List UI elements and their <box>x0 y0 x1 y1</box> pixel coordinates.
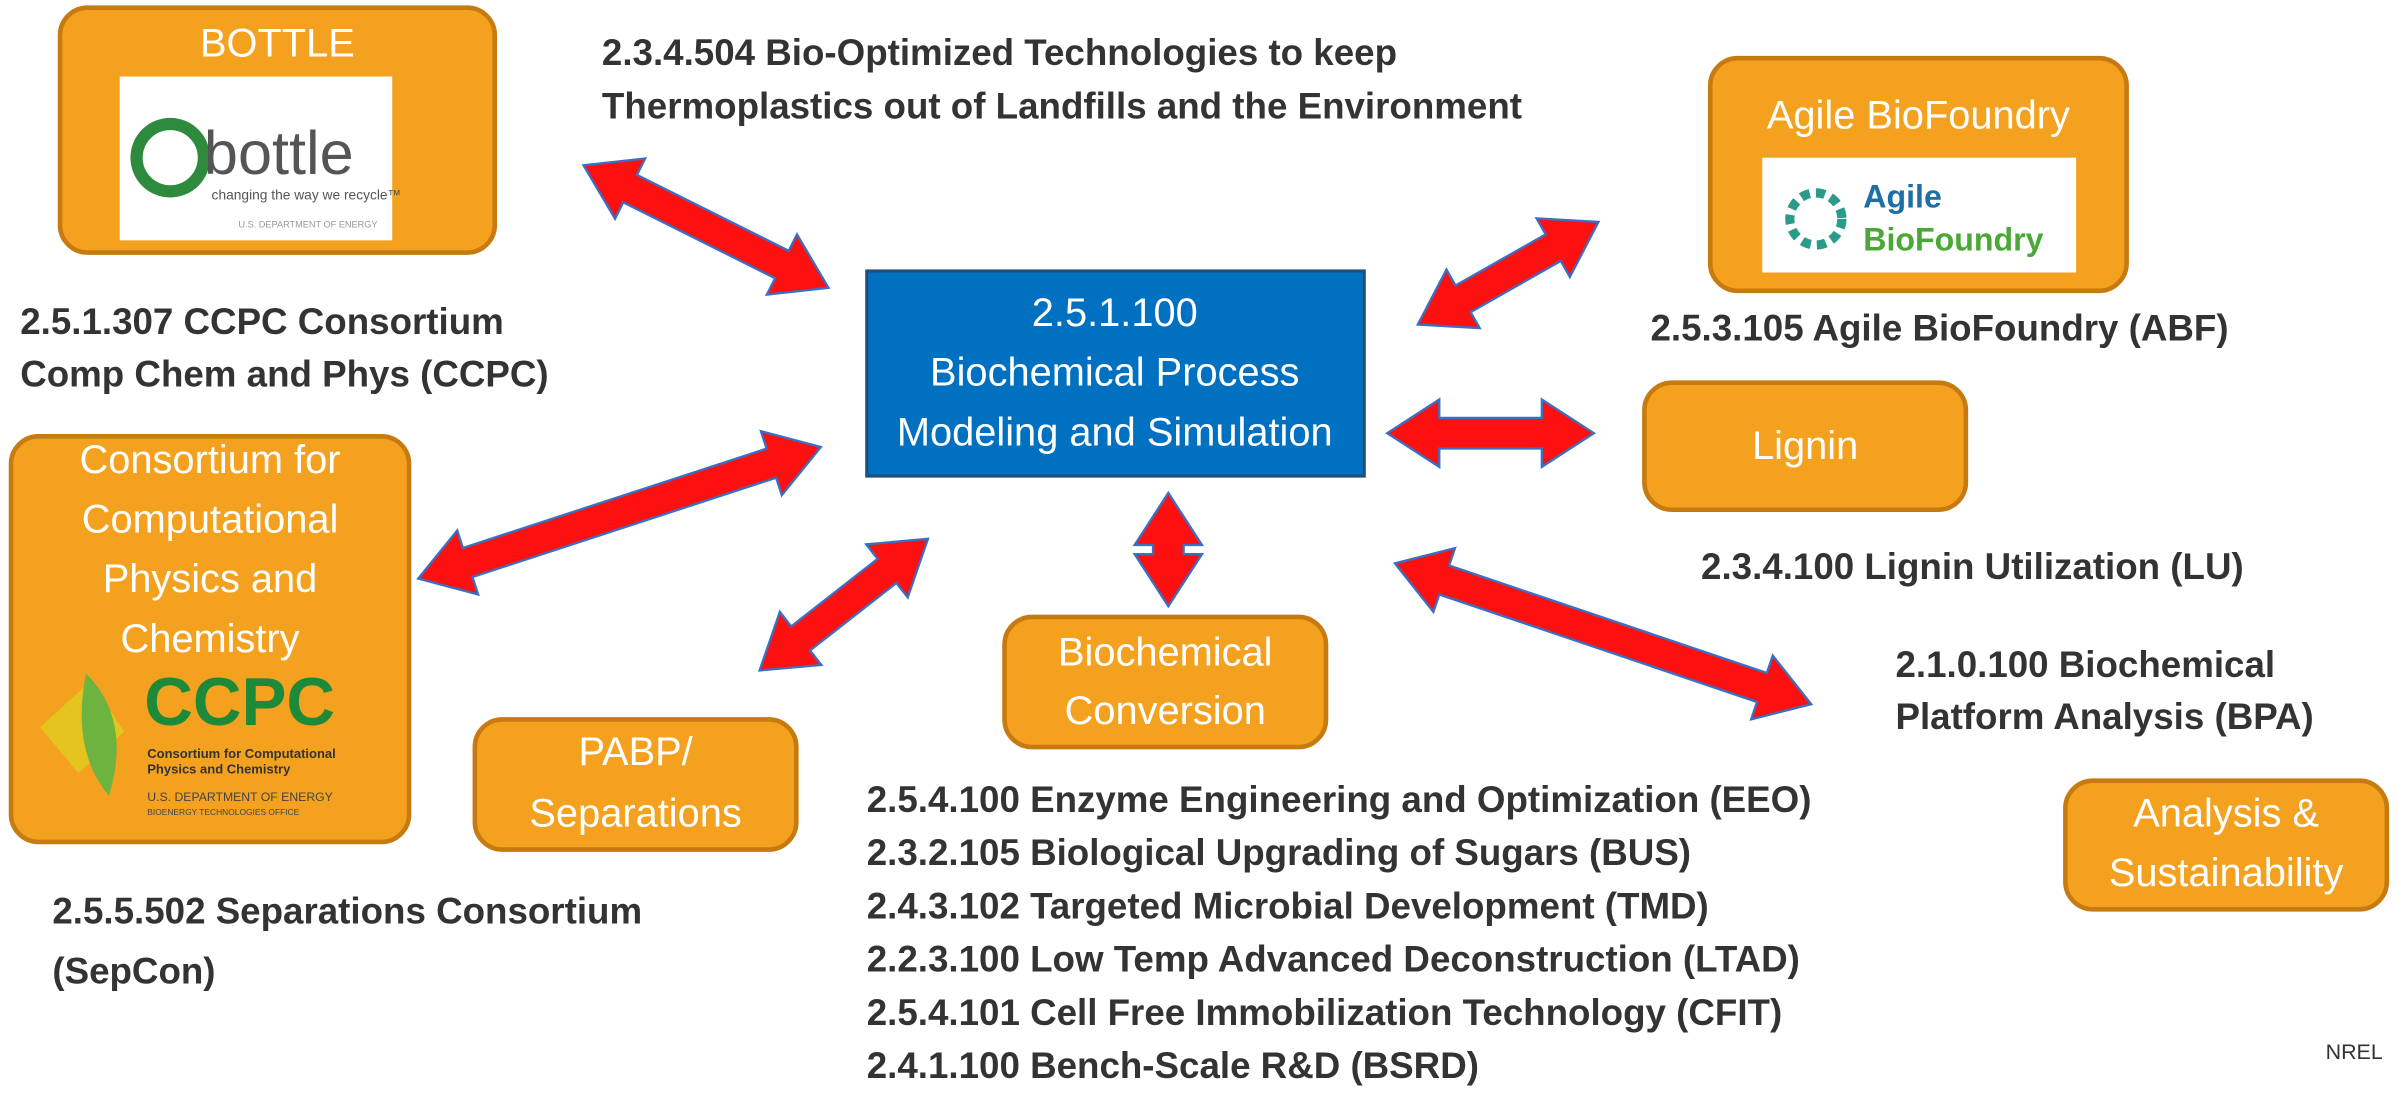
title-line: Thermoplastics out of Landfills and the … <box>602 85 1522 126</box>
logo-text: Agile <box>1863 178 1942 214</box>
node-caption: 2.3.4.100 Lignin Utilization (LU) <box>1701 546 2244 587</box>
double-arrow <box>1392 546 1814 722</box>
node-label: Conversion <box>1065 689 1266 733</box>
logo-doe: BIOENERGY TECHNOLOGIES OFFICE <box>147 807 299 817</box>
center-label: 2.5.1.100 <box>1032 291 1198 335</box>
node-caption: Comp Chem and Phys (CCPC) <box>20 353 548 394</box>
node-label: Computational <box>82 498 339 542</box>
logo-sub: Physics and Chemistry <box>147 761 291 776</box>
node-caption: Platform Analysis (BPA) <box>1895 696 2313 737</box>
node-label: Sustainability <box>2109 851 2344 895</box>
node-caption: 2.4.1.100 Bench-Scale R&D (BSRD) <box>867 1045 1479 1086</box>
node-label: PABP/ <box>578 730 693 774</box>
double-arrow <box>1416 217 1601 330</box>
node-caption: 2.5.3.105 Agile BioFoundry (ABF) <box>1651 307 2229 348</box>
logo-mark <box>1785 188 1847 250</box>
node-box <box>2063 778 2390 912</box>
node-label: Biochemical <box>1058 631 1273 675</box>
node-box <box>472 717 799 852</box>
node-label: Analysis & <box>2133 791 2319 835</box>
logo-doe: U.S. DEPARTMENT OF ENERGY <box>147 790 333 804</box>
logo-sub: Consortium for Computational <box>147 746 336 761</box>
center-label: Biochemical Process <box>930 351 1299 395</box>
node-caption: 2.5.5.502 Separations Consortium <box>52 891 642 932</box>
logo-text: CCPC <box>144 665 335 740</box>
double-arrow <box>1385 397 1597 470</box>
node-label: Lignin <box>1752 424 1858 468</box>
logo-tagline: changing the way we recycle™ <box>212 188 402 203</box>
node-caption: 2.5.1.307 CCPC Consortium <box>20 301 504 342</box>
node-label: Consortium for <box>80 438 341 482</box>
logo-leaf <box>81 673 117 797</box>
double-arrow <box>1132 490 1205 609</box>
title-line: 2.3.4.504 Bio-Optimized Technologies to … <box>602 32 1397 73</box>
logo-doe: U.S. DEPARTMENT OF ENERGY <box>238 219 377 229</box>
center-box <box>865 269 1366 478</box>
node-caption: 2.5.4.100 Enzyme Engineering and Optimiz… <box>867 779 1812 820</box>
node-caption: 2.1.0.100 Biochemical <box>1895 644 2275 685</box>
node-box <box>1642 380 1969 513</box>
node-label: Physics and <box>103 557 318 601</box>
double-arrow <box>416 429 823 597</box>
node-box <box>1002 614 1329 750</box>
logo-mark <box>130 117 211 198</box>
node-caption: (SepCon) <box>52 950 215 991</box>
node-caption: 2.2.3.100 Low Temp Advanced Deconstructi… <box>867 939 1800 980</box>
logo-text: bottle <box>204 119 354 187</box>
node-label: Agile BioFoundry <box>1767 93 2070 137</box>
footer: NREL <box>2326 1040 2383 1064</box>
node-caption: 2.5.4.101 Cell Free Immobilization Techn… <box>867 992 1782 1033</box>
node-caption: 2.3.2.105 Biological Upgrading of Sugars… <box>867 832 1691 873</box>
node-label: BOTTLE <box>200 21 355 65</box>
logo-text: BioFoundry <box>1863 221 2043 257</box>
double-arrow <box>581 157 831 297</box>
node-label: Separations <box>529 791 741 835</box>
node-caption: 2.4.3.102 Targeted Microbial Development… <box>867 885 1709 926</box>
logo-panel <box>1762 157 2077 273</box>
node-label: Chemistry <box>120 617 299 661</box>
double-arrow <box>757 537 930 672</box>
logo-panel <box>119 76 393 241</box>
center-label: Modeling and Simulation <box>897 410 1333 454</box>
